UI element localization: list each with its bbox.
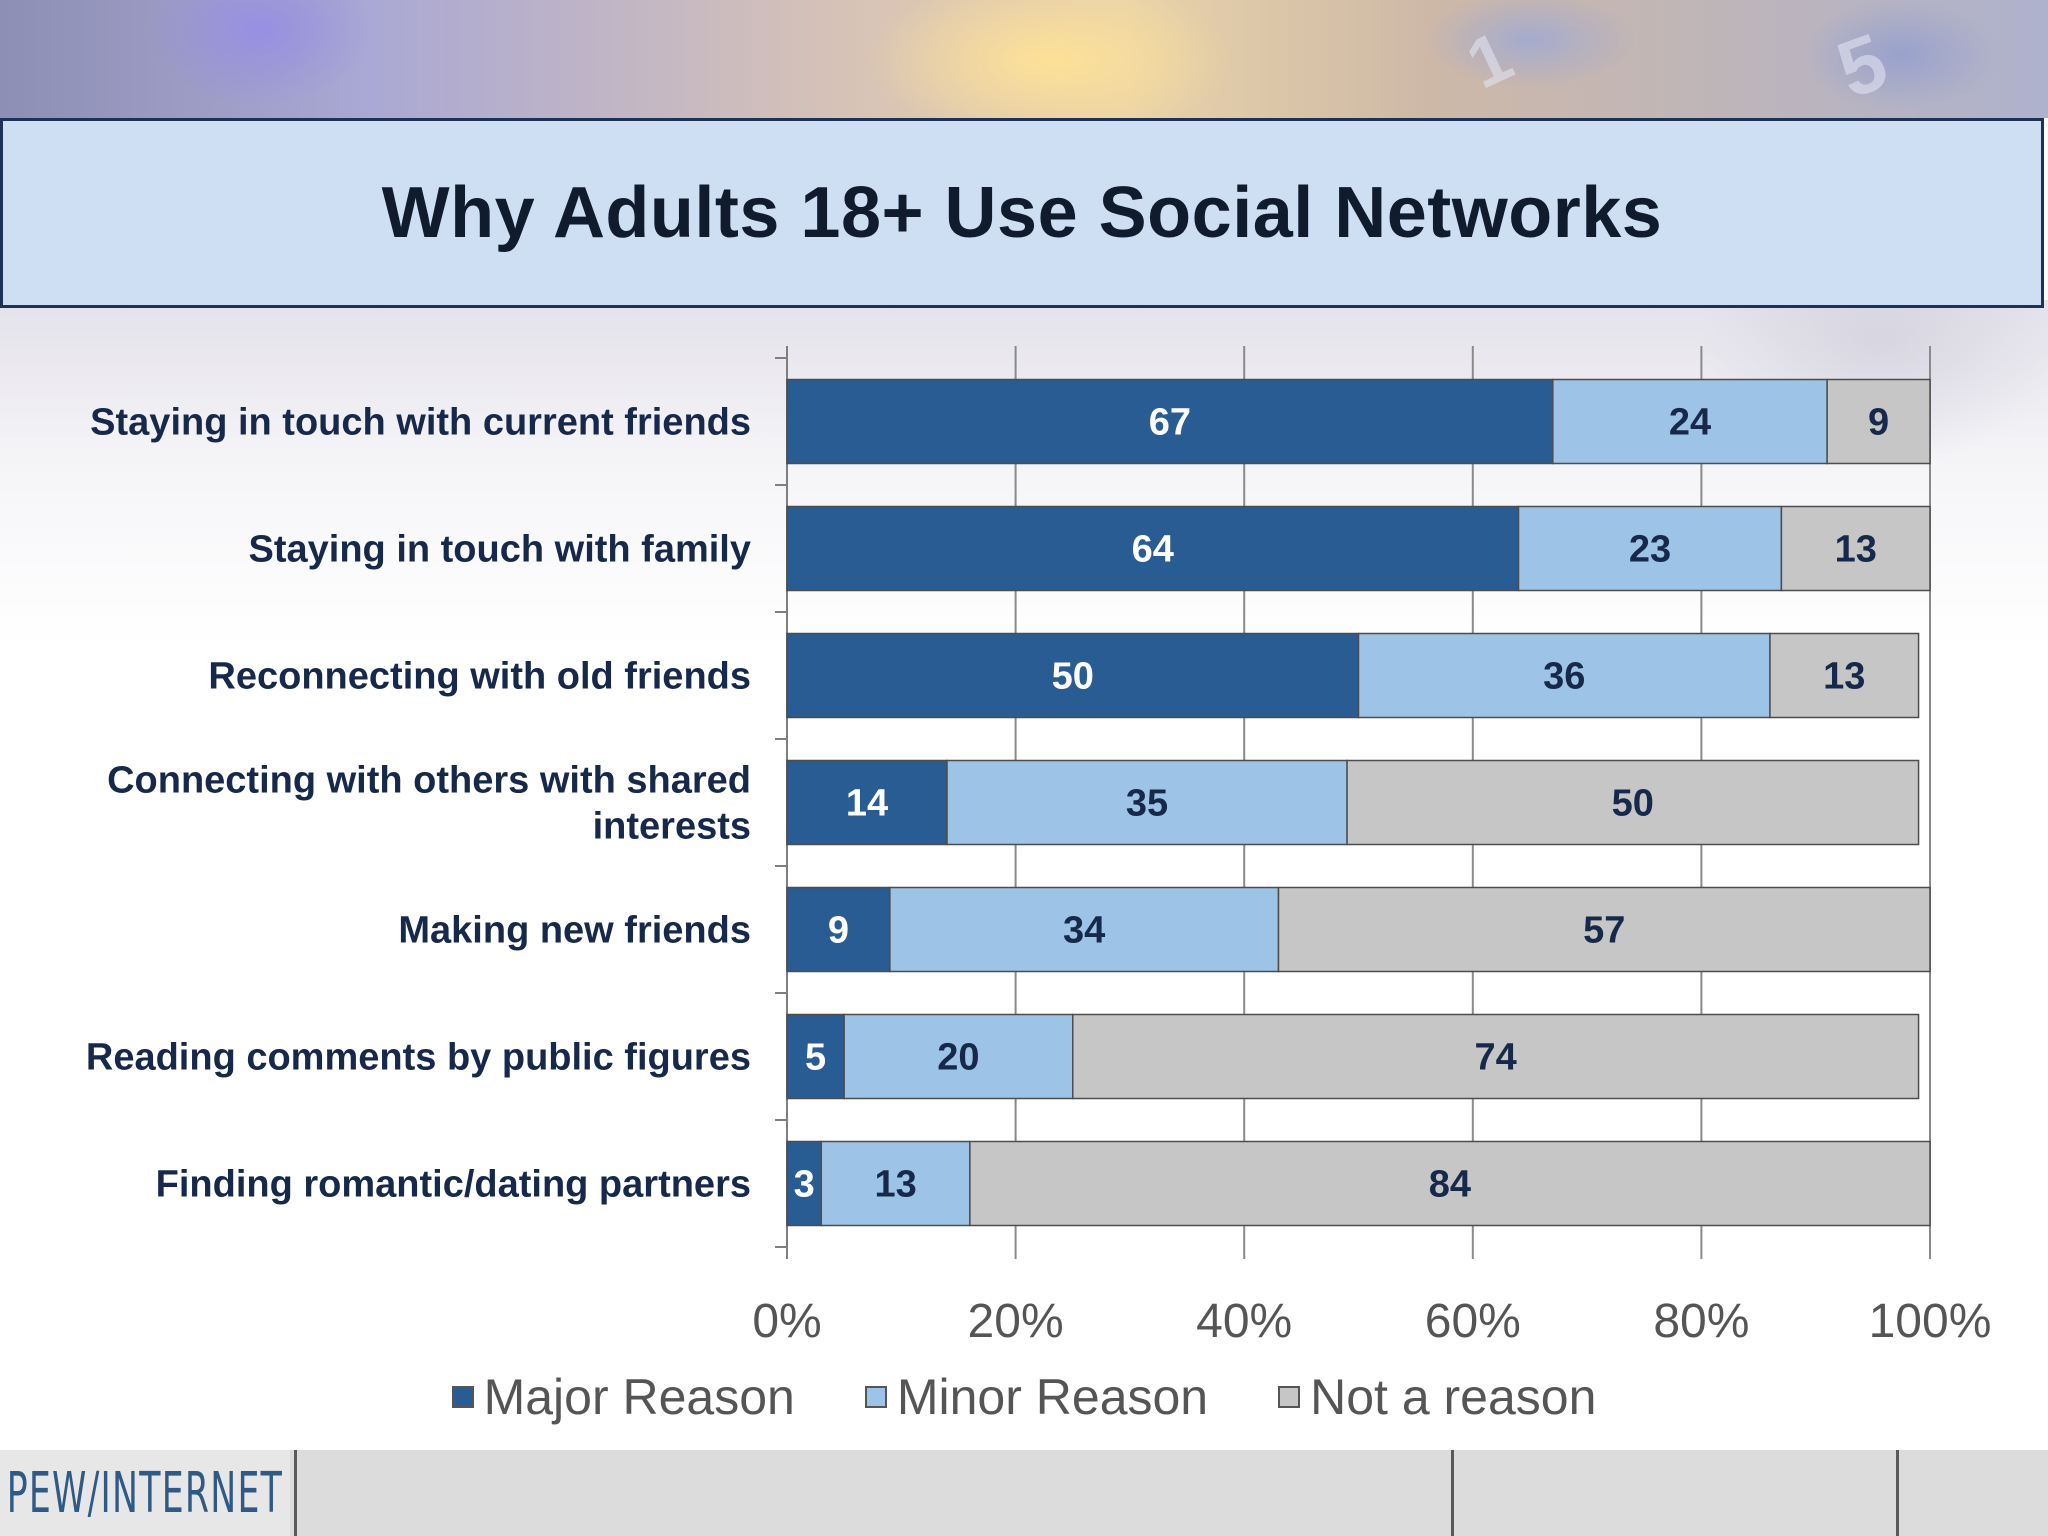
slide-title: Why Adults 18+ Use Social Networks bbox=[381, 173, 1663, 253]
logo-text: PEW/INTERNET bbox=[6, 1460, 284, 1526]
data-label: 13 bbox=[1823, 656, 1865, 698]
data-label: 9 bbox=[1868, 402, 1889, 444]
data-label: 74 bbox=[1475, 1037, 1517, 1079]
data-label: 64 bbox=[1132, 529, 1174, 571]
footer-bar: PEW/INTERNET bbox=[0, 1450, 2048, 1536]
data-label: 23 bbox=[1629, 529, 1671, 571]
data-label: 13 bbox=[874, 1164, 916, 1206]
header-photo: 1 5 bbox=[0, 0, 2048, 118]
keypad-decoration: 5 bbox=[1825, 16, 1899, 115]
keypad-decoration: 1 bbox=[1455, 16, 1524, 104]
legend-item: Minor Reason bbox=[864, 1368, 1209, 1426]
bar-segment bbox=[786, 759, 948, 846]
bar-segment bbox=[946, 759, 1348, 846]
x-tick-label: 20% bbox=[968, 1295, 1064, 1348]
chart-legend: Major Reason Minor Reason Not a reason bbox=[0, 1362, 2048, 1432]
data-label: 34 bbox=[1063, 910, 1105, 952]
x-tick-label: 80% bbox=[1653, 1295, 1749, 1348]
category-label: Staying in touch with family bbox=[249, 529, 751, 571]
bar-segment bbox=[820, 1140, 971, 1227]
data-label: 50 bbox=[1612, 783, 1654, 825]
stacked-bar-chart: 67 24 9 Staying in touch with current frien… bbox=[86, 346, 1992, 1348]
pew-internet-logo: PEW/INTERNET bbox=[0, 1450, 290, 1536]
legend-label: Major Reason bbox=[483, 1369, 795, 1425]
legend-label: Minor Reason bbox=[896, 1369, 1209, 1425]
data-label: 14 bbox=[846, 783, 888, 825]
data-label: 57 bbox=[1583, 910, 1625, 952]
title-banner: Why Adults 18+ Use Social Networks bbox=[0, 118, 2044, 308]
bar-segment bbox=[786, 1140, 823, 1227]
legend-swatch bbox=[864, 1386, 887, 1408]
legend-item: Major Reason bbox=[451, 1368, 795, 1426]
legend-swatch bbox=[451, 1386, 474, 1408]
bar-segment bbox=[786, 378, 1554, 465]
bar-segment bbox=[843, 1013, 1074, 1100]
data-label: 20 bbox=[937, 1037, 979, 1079]
data-label: 84 bbox=[1429, 1164, 1471, 1206]
data-label: 35 bbox=[1126, 783, 1168, 825]
bar-segment bbox=[786, 1013, 845, 1100]
data-label: 36 bbox=[1543, 656, 1585, 698]
data-label: 50 bbox=[1052, 656, 1094, 698]
x-tick-label: 40% bbox=[1196, 1295, 1292, 1348]
data-label: 9 bbox=[828, 910, 849, 952]
category-label: Connecting with others with shared intere… bbox=[107, 760, 751, 848]
data-label: 13 bbox=[1835, 529, 1877, 571]
bar-segment bbox=[969, 1140, 1931, 1227]
footer-divider bbox=[1896, 1450, 1899, 1536]
bar-segment bbox=[786, 505, 1520, 592]
legend-label: Not a reason bbox=[1310, 1369, 1597, 1425]
category-label: Staying in touch with current friends bbox=[90, 402, 751, 444]
data-label: 3 bbox=[794, 1164, 815, 1206]
bar-segment bbox=[786, 632, 1360, 719]
category-label: Reading comments by public figures bbox=[86, 1037, 751, 1079]
bar-segment bbox=[1780, 505, 1931, 592]
bar-segment bbox=[1826, 378, 1931, 465]
x-tick-label: 0% bbox=[752, 1295, 821, 1348]
bar-segment bbox=[1357, 632, 1771, 719]
bar-segment bbox=[1072, 1013, 1920, 1100]
slide-background bbox=[0, 300, 2048, 1450]
footer-divider bbox=[1451, 1450, 1454, 1536]
x-tick-label: 60% bbox=[1425, 1295, 1521, 1348]
bar-segment bbox=[1769, 632, 1920, 719]
bar-segment bbox=[889, 886, 1280, 973]
data-label: 67 bbox=[1149, 402, 1191, 444]
bar-segment bbox=[786, 886, 891, 973]
bar-segment bbox=[1552, 378, 1828, 465]
footer-divider bbox=[294, 1450, 297, 1536]
bar-segment bbox=[1346, 759, 1920, 846]
data-label: 24 bbox=[1669, 402, 1711, 444]
data-label: 5 bbox=[805, 1037, 826, 1079]
legend-item: Not a reason bbox=[1278, 1368, 1596, 1426]
x-tick-label: 100% bbox=[1869, 1295, 1992, 1348]
category-label: Reconnecting with old friends bbox=[208, 656, 751, 698]
category-label: Making new friends bbox=[398, 910, 751, 952]
category-label: Finding romantic/dating partners bbox=[156, 1164, 751, 1206]
bar-segment bbox=[1277, 886, 1931, 973]
legend-swatch bbox=[1278, 1386, 1301, 1408]
